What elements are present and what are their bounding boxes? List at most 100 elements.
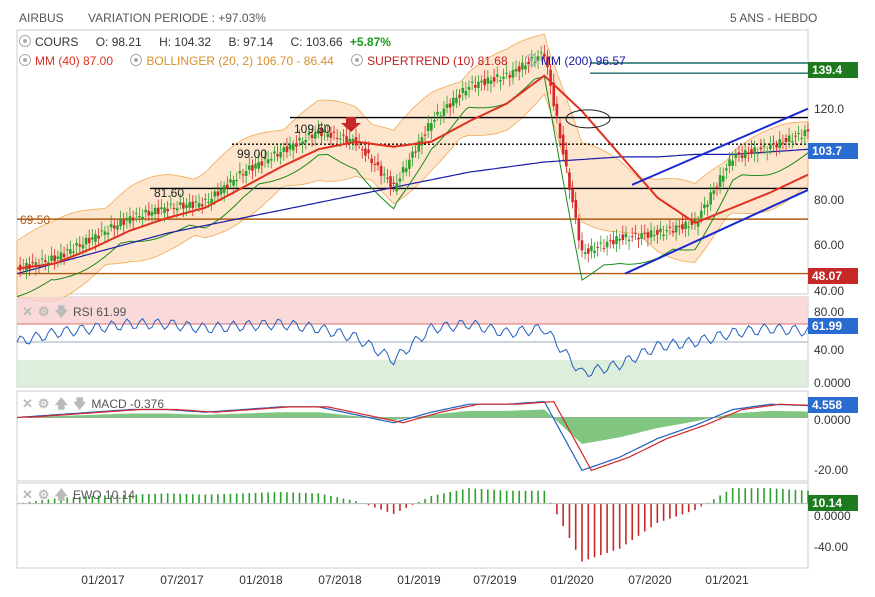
close-icon[interactable]: ✕ (22, 304, 33, 319)
candle-body (734, 154, 738, 158)
candle-body (426, 123, 430, 132)
candle-body (615, 236, 618, 245)
badge-last: 103.7 (808, 143, 858, 159)
candle-body (787, 135, 791, 142)
candle-body (477, 81, 480, 88)
candle-body (753, 147, 756, 154)
candle-body (200, 204, 204, 207)
candle-body (131, 217, 135, 221)
candle-body (602, 247, 606, 249)
candle-body (696, 220, 700, 227)
candle-body (721, 175, 725, 182)
gear-icon[interactable] (19, 54, 31, 66)
candle-body (524, 65, 527, 70)
candle-body (439, 115, 443, 117)
gear-icon[interactable] (351, 54, 364, 66)
ytick-price: 120.0 (814, 102, 845, 116)
candle-body (310, 135, 314, 139)
candle-body (160, 207, 163, 209)
ytick-rsi: 40.00 (814, 343, 845, 357)
candle-body (558, 123, 562, 139)
candle-body (690, 221, 694, 225)
candle-body (260, 161, 264, 166)
candle-body (612, 239, 615, 245)
period-label[interactable]: 5 ANS - HEBDO (730, 11, 818, 25)
candle-body (40, 258, 44, 260)
candle-body (797, 133, 800, 135)
supertrend-legend[interactable]: SUPERTREND (10) 81.68 (351, 54, 508, 68)
candle-body (750, 149, 753, 154)
candle-body (404, 168, 408, 173)
candle-body (153, 208, 157, 215)
candle-body (514, 68, 518, 72)
mm40-legend[interactable]: MM (40) 87.00 (19, 54, 113, 68)
candle-body (608, 240, 612, 242)
candle-body (276, 154, 279, 157)
candle-body (269, 159, 273, 161)
candle-body (718, 175, 722, 187)
mm200-legend[interactable]: MM (200) 96.57 (525, 54, 626, 68)
candle-body (84, 237, 88, 245)
gear-icon[interactable]: ⚙ (37, 396, 50, 411)
bollinger-legend[interactable]: BOLLINGER (20, 2) 106.70 - 86.44 (130, 54, 334, 68)
candle-body (803, 130, 807, 137)
candle-body (282, 147, 286, 152)
candle-body (712, 190, 716, 194)
xtick: 01/2017 (81, 573, 125, 587)
candle-body (486, 77, 490, 84)
arrow-up-icon[interactable]: 🡅 (54, 487, 68, 502)
candle-body (731, 160, 734, 166)
candle-body (194, 201, 198, 203)
arrow-up-icon[interactable]: 🡅 (54, 396, 68, 411)
mm200-line (16, 148, 809, 275)
candle-body (323, 130, 326, 133)
candle-body (119, 219, 122, 227)
xtick: 07/2020 (628, 573, 672, 587)
candle-body (87, 237, 91, 244)
gear-icon[interactable]: ⚙ (37, 487, 50, 502)
candle-body (320, 127, 323, 137)
candle-body (759, 147, 763, 150)
candle-body (630, 236, 634, 238)
candle-body (156, 207, 160, 214)
arrow-down-icon[interactable]: 🡇 (72, 396, 87, 411)
candle-body (389, 176, 392, 188)
gear-icon[interactable] (19, 35, 31, 47)
candle-body (222, 185, 226, 193)
candle-body (69, 249, 72, 254)
gear-icon[interactable]: ⚙ (37, 304, 50, 319)
candle-body (703, 204, 706, 209)
candle-body (417, 141, 421, 152)
ytick-ewo: 0.0000 (814, 509, 851, 523)
candle-body (452, 97, 455, 107)
rsi-line (16, 317, 809, 378)
candle-body (605, 241, 609, 248)
level-label-81: 81.60 (154, 186, 185, 200)
candle-body (693, 219, 697, 223)
candle-body (188, 202, 191, 208)
gear-icon[interactable] (130, 54, 143, 66)
close-icon[interactable]: ✕ (22, 396, 33, 411)
candle-body (794, 135, 797, 137)
close-icon[interactable]: ✕ (22, 487, 33, 502)
gear-icon[interactable] (525, 54, 537, 66)
candle-body (238, 170, 242, 174)
cours-label[interactable]: COURS (19, 35, 78, 49)
candle-body (756, 153, 760, 155)
macd-pane-header: ✕ ⚙ 🡅 🡇 MACD -0.376 (22, 395, 164, 417)
candle-body (593, 250, 596, 254)
badge-low: 48.07 (808, 268, 858, 284)
arrow-down-icon[interactable]: 🡇 (54, 304, 68, 319)
candle-body (442, 108, 446, 117)
candle-body (329, 132, 333, 138)
candle-body (508, 75, 512, 78)
candle-body (376, 162, 380, 166)
candle-body (649, 230, 653, 238)
candle-body (495, 74, 499, 77)
candle-body (204, 198, 207, 200)
rsi-oversold-zone (17, 360, 808, 387)
candle-body (62, 253, 66, 258)
candle-body (637, 237, 640, 240)
candle-body (668, 226, 672, 228)
